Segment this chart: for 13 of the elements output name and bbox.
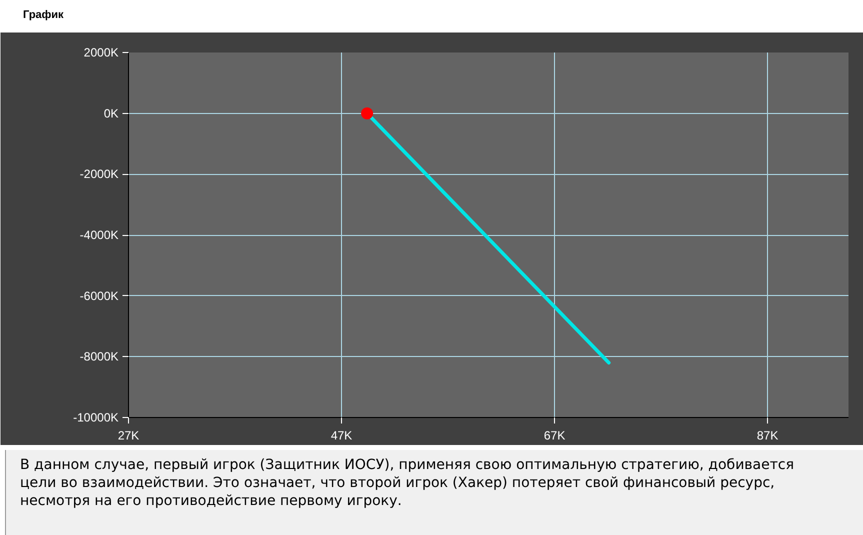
x-tick-label: 47K — [330, 428, 352, 442]
y-tick-label: 0K — [104, 106, 119, 120]
y-tick-label: -4000K — [80, 228, 119, 242]
y-tick-label: -8000K — [80, 350, 119, 364]
x-tick-label: 87K — [756, 428, 778, 442]
y-tick-label: -6000K — [80, 288, 119, 303]
y-tick-label: -2000K — [80, 167, 119, 182]
chart-title: График — [23, 8, 64, 23]
x-tick-label: 67K — [544, 428, 566, 442]
y-tick-label: 2000K — [84, 46, 119, 60]
y-tick-label: -10000K — [73, 410, 119, 424]
text: В данном случае, первый игрок (Защитник ИОСУ), применяя свою оптимальную стратегию, добивается цели во взаимодействии. Это означает, что второй игрок (Хакер) потеряет свой финансовый ресурс, несмотря на его противодействие первому игроку. — [20, 456, 796, 510]
x-tick-label: 27K — [118, 428, 140, 442]
